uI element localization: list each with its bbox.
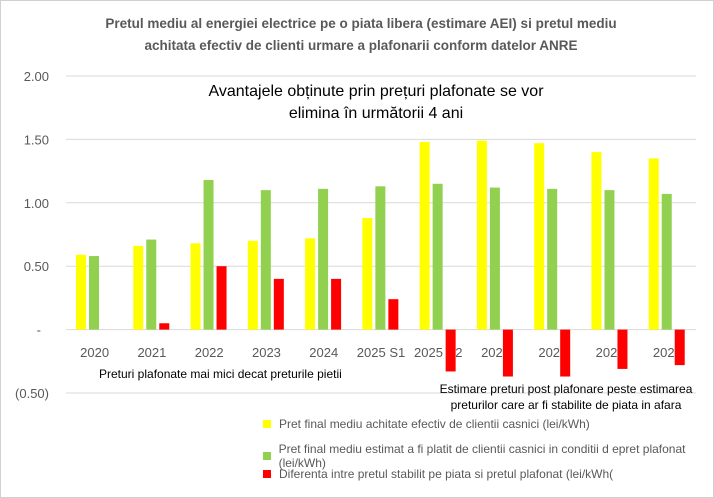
y-tick-label: -: [37, 323, 41, 338]
x-tick-label: 2025 S1: [357, 345, 405, 360]
annotation-right: Estimare preturi post plafonare peste es…: [416, 381, 713, 413]
x-tick-label: 2023: [252, 345, 281, 360]
bar-green: [375, 186, 386, 330]
x-tick-label: 2029: [653, 345, 682, 360]
x-tick-label: 2027: [538, 345, 567, 360]
legend-item-yellow: Pret final mediu achitate efectiv de cli…: [263, 417, 590, 431]
bar-red: [159, 323, 170, 330]
bar-yellow: [362, 218, 373, 330]
bar-red: [331, 278, 342, 330]
bar-green: [547, 188, 558, 330]
bar-green: [146, 239, 157, 330]
bar-yellow: [476, 140, 487, 330]
bar-red: [445, 329, 456, 372]
annotation-right-line-2: preturilor care ar fi stabilite de piata…: [450, 398, 682, 412]
title-line-1: Pretul mediu al energiei electrice pe o …: [105, 16, 617, 31]
bar-red: [674, 329, 685, 366]
y-tick-label: 2.00: [24, 69, 49, 84]
legend-item-green: Pret final mediu estimat a fi platit de …: [263, 442, 713, 470]
bar-green: [489, 187, 500, 330]
bar-red: [273, 278, 284, 330]
bar-yellow: [133, 245, 144, 330]
legend-swatch: [263, 470, 271, 478]
bar-red: [388, 299, 399, 330]
legend-item-red: Diferenta intre pretul stabilit pe piata…: [263, 467, 613, 481]
legend-swatch: [263, 420, 271, 428]
legend-label: Diferenta intre pretul stabilit pe piata…: [279, 467, 614, 481]
y-tick-label: 1.00: [24, 196, 49, 211]
bar-green: [260, 190, 271, 330]
x-tick-label: 2021: [137, 345, 166, 360]
annotation-main-line-1: Avantajele obținute prin prețuri plafona…: [208, 83, 544, 100]
annotation-main: Avantajele obținute prin prețuri plafona…: [191, 81, 561, 125]
annotation-main-line-2: elimina în următorii 4 ani: [288, 105, 464, 122]
x-tick-label: 2024: [309, 345, 338, 360]
bar-red: [617, 329, 628, 369]
bar-yellow: [190, 243, 201, 330]
bar-yellow: [76, 254, 86, 330]
y-tick-label: 0.50: [24, 259, 49, 274]
bar-yellow: [305, 238, 316, 330]
bar-red: [216, 266, 227, 330]
legend-label: Pret final mediu estimat a fi platit de …: [278, 442, 686, 470]
bar-yellow: [419, 141, 430, 330]
bar-green: [203, 179, 214, 330]
annotation-left: Preturi plafonate mai mici decat preturi…: [99, 367, 342, 381]
bar-green: [661, 193, 672, 330]
bar-red: [502, 329, 513, 377]
bar-yellow: [534, 143, 545, 330]
bar-green: [432, 183, 443, 330]
chart-title: Pretul mediu al energiei electrice pe o …: [61, 13, 661, 57]
bar-green: [604, 190, 615, 330]
bar-green: [89, 256, 99, 330]
x-tick-label: 2020: [80, 345, 109, 360]
y-tick-label: (0.50): [15, 386, 49, 401]
y-tick-label: 1.50: [24, 132, 49, 147]
bar-red: [560, 329, 571, 377]
annotation-right-line-1: Estimare preturi post plafonare peste es…: [439, 382, 693, 396]
bar-yellow: [591, 152, 602, 330]
x-tick-label: 2022: [195, 345, 224, 360]
bar-yellow: [648, 158, 659, 330]
bar-yellow: [247, 240, 258, 330]
legend-label: Pret final mediu achitate efectiv de cli…: [279, 417, 590, 431]
x-tick-label: 2026: [481, 345, 510, 360]
bar-green: [318, 188, 329, 330]
legend-swatch: [263, 452, 271, 460]
title-line-2: achitata efectiv de clienti urmare a pla…: [144, 38, 578, 53]
x-tick-label: 2028: [596, 345, 625, 360]
